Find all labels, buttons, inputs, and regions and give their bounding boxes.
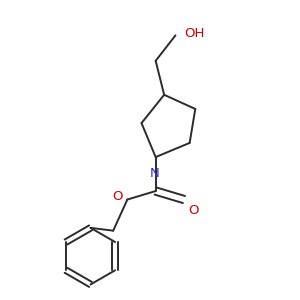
Text: O: O [112, 190, 123, 203]
Text: O: O [188, 204, 199, 217]
Text: OH: OH [184, 27, 204, 40]
Text: N: N [149, 167, 159, 180]
